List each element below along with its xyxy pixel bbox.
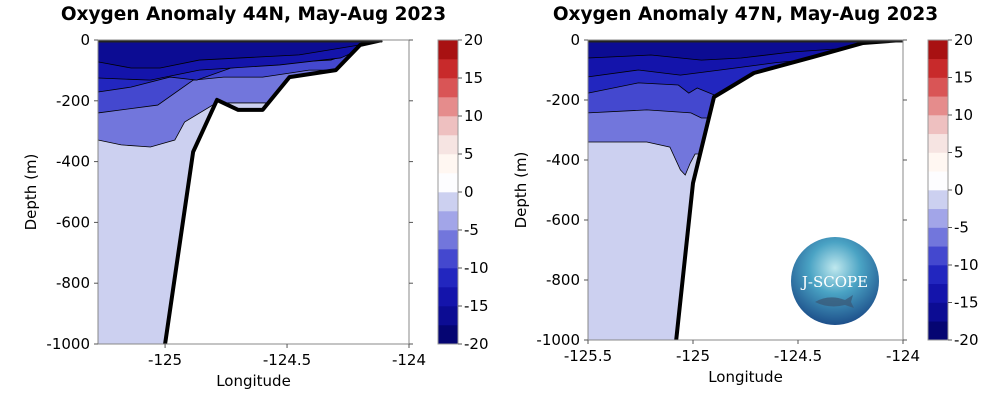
colorbar-tick-label: -15 xyxy=(954,294,979,312)
colorbar-segment xyxy=(438,59,458,79)
colorbar-segment xyxy=(438,249,458,269)
y-tick-label: -1000 xyxy=(46,335,90,353)
contour-line xyxy=(98,69,409,114)
y-tick-label: -200 xyxy=(56,92,90,110)
colorbar-segment xyxy=(928,96,948,116)
colorbar-tick-label: 20 xyxy=(954,31,973,49)
colorbar-segment xyxy=(928,152,948,172)
colorbar-tick-label: 20 xyxy=(464,31,483,49)
logo-text: J-SCOPE xyxy=(800,273,868,291)
y-tick-label: -600 xyxy=(56,213,90,231)
colorbar-tick-label: -20 xyxy=(464,335,489,353)
axes-frame xyxy=(97,39,410,345)
colorbar-tick-label: 5 xyxy=(954,144,964,162)
colorbar-segment xyxy=(928,246,948,266)
colorbar-1: 20 15 10 5 0 -5 -10 -15 -20 xyxy=(437,31,489,353)
colorbar-tick-label: 10 xyxy=(954,106,973,124)
colorbar-segment xyxy=(928,321,948,341)
colorbar-tick-label: -20 xyxy=(954,331,979,349)
colorbar-segment xyxy=(928,40,948,60)
axes-frame xyxy=(587,39,904,341)
colorbar-tick-label: 5 xyxy=(464,145,474,163)
y-tick-label: -400 xyxy=(546,151,580,169)
y-tick-label: -400 xyxy=(56,153,90,171)
plot-area xyxy=(98,40,409,344)
colorbar-tick-label: 0 xyxy=(954,181,964,199)
fish-icon xyxy=(815,295,854,308)
colorbar-tick-label: -15 xyxy=(464,297,489,315)
colorbar-tick-label: -10 xyxy=(954,256,979,274)
colorbar-segment xyxy=(438,97,458,117)
colorbar-2: 20 15 10 5 0 -5 -10 -15 -20 xyxy=(927,31,979,349)
colorbar-segment xyxy=(928,133,948,153)
colorbar-tick-label: -5 xyxy=(464,221,479,239)
x-tick-label: -124.5 xyxy=(774,347,822,365)
y-axis-label: Depth (m) xyxy=(22,154,40,231)
x-axis-label: Longitude xyxy=(216,372,291,390)
j-scope-logo: J-SCOPE xyxy=(791,237,879,325)
y-tick-label: -600 xyxy=(546,211,580,229)
colorbar-tick-label: -10 xyxy=(464,259,489,277)
chart-title: Oxygen Anomaly 44N, May-Aug 2023 xyxy=(61,4,446,25)
x-tick-label: -124 xyxy=(886,347,920,365)
colorbar-segment xyxy=(928,208,948,228)
y-tick-label: 0 xyxy=(570,31,580,49)
colorbar-segment xyxy=(438,230,458,250)
colorbar-tick-label: -5 xyxy=(954,219,969,237)
colorbar-segment xyxy=(928,190,948,210)
y-tick-label: -800 xyxy=(546,271,580,289)
colorbar-segment xyxy=(438,40,458,60)
colorbar-segment xyxy=(928,77,948,97)
bathymetry-line xyxy=(163,40,383,344)
colorbar-tick-label: 10 xyxy=(464,107,483,125)
y-tick-label: -800 xyxy=(56,274,90,292)
colorbar-segment xyxy=(928,227,948,247)
colorbar-segment xyxy=(928,283,948,303)
colorbar-segment xyxy=(438,173,458,193)
colorbar-segment xyxy=(438,154,458,174)
y-tick-label: -200 xyxy=(546,91,580,109)
contour-band xyxy=(98,40,409,68)
chart-title: Oxygen Anomaly 47N, May-Aug 2023 xyxy=(553,4,938,25)
contour-line xyxy=(588,44,903,61)
plot-2: -125.5 -125 -124.5 -124 0 -200 -400 -600 -800 -10… xyxy=(512,4,938,386)
x-tick-label: -125.5 xyxy=(564,347,612,365)
y-tick-label: 0 xyxy=(80,31,90,49)
bathymetry-line xyxy=(674,40,903,340)
colorbar-segment xyxy=(928,171,948,191)
x-tick-label: -125 xyxy=(148,351,182,369)
x-axis-label: Longitude xyxy=(708,368,783,386)
colorbar-segment xyxy=(928,115,948,135)
logo-circle xyxy=(791,237,879,325)
colorbar-segment xyxy=(438,268,458,288)
x-tick-label: -125 xyxy=(676,347,710,365)
colorbar-segment xyxy=(438,287,458,307)
colorbar-segment xyxy=(438,135,458,155)
colorbar-segment xyxy=(928,58,948,78)
colorbar-segment xyxy=(438,306,458,326)
contour-line xyxy=(588,141,903,176)
colorbar-segment xyxy=(928,265,948,285)
plot-area xyxy=(588,40,903,340)
colorbar-tick-label: 15 xyxy=(464,69,483,87)
colorbar-segment xyxy=(438,78,458,98)
colorbar-segment xyxy=(438,192,458,212)
y-axis-label: Depth (m) xyxy=(512,152,530,229)
colorbar-segment xyxy=(438,325,458,345)
plot-1: -125 -124.5 -124 0 -200 -400 -600 -800 -1000 Oxyg… xyxy=(22,4,446,390)
colorbar-tick-label: 0 xyxy=(464,183,474,201)
y-tick-label: -1000 xyxy=(536,331,580,349)
x-tick-label: -124 xyxy=(392,351,426,369)
colorbar-segment xyxy=(438,211,458,231)
colorbar-segment xyxy=(928,302,948,322)
colorbar-segment xyxy=(438,116,458,136)
colorbar-tick-label: 15 xyxy=(954,69,973,87)
land-mask xyxy=(165,40,409,344)
contour-band xyxy=(588,40,903,61)
x-tick-label: -124.5 xyxy=(263,351,311,369)
